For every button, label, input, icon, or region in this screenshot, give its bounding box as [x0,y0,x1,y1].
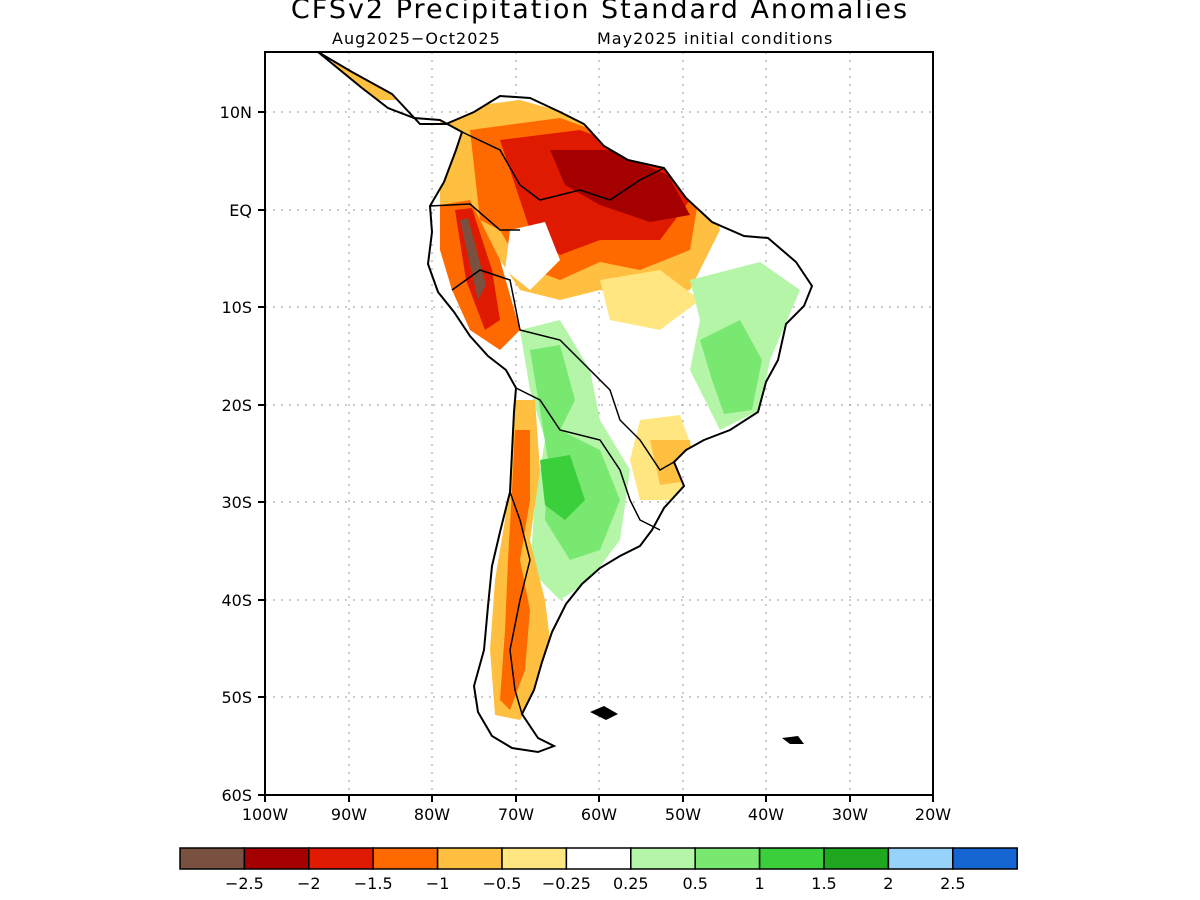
color-bar-label: −2 [297,874,321,893]
color-bar-swatch [243,847,310,870]
lat-label: 10S [221,298,252,317]
color-bar-label: −1 [426,874,450,893]
lon-label: 90W [331,805,367,824]
color-bar-labels: −2.5 −2 −1.5 −1 −0.5 −0.25 0.25 0.5 1 1.5 2 2.5 [225,874,966,893]
lat-label: 50S [221,688,252,707]
color-bar-swatch [694,847,761,870]
color-bar-label: 1 [755,874,765,893]
initial-conditions: May2025 initial conditions [597,29,834,48]
color-bar-swatch [887,847,954,870]
longitude-labels: 100W 90W 80W 70W 60W 50W 40W 30W 20W [242,805,951,824]
lon-label: 70W [498,805,534,824]
color-bar-swatch [565,847,632,870]
color-bar-label: 0.25 [613,874,649,893]
color-bar-label: 2.5 [940,874,965,893]
color-bar-swatch [823,847,890,870]
lon-label: 60W [581,805,617,824]
lon-label: 50W [665,805,701,824]
color-bar-label: 1.5 [811,874,836,893]
color-bar-label: −2.5 [225,874,264,893]
color-bar-label: 0.5 [682,874,707,893]
color-bar-label: −0.5 [483,874,522,893]
falkland-islands [590,706,618,720]
latitude-labels: 10N EQ 10S 20S 30S 40S 50S 60S [220,103,252,805]
color-bar-label: −0.25 [542,874,591,893]
lon-label: 80W [414,805,450,824]
lon-label: 20W [915,805,951,824]
anomaly-field [330,55,800,720]
color-bar-swatch [179,847,246,870]
color-bar-swatch [436,847,503,870]
lon-label: 40W [748,805,784,824]
color-bar-swatch [501,847,568,870]
color-bar-swatch [372,847,439,870]
lon-label: 30W [832,805,868,824]
color-bar-swatch [758,847,825,870]
map-title: CFSv2 Precipitation Standard Anomalies [290,0,910,25]
lon-label: 100W [242,805,289,824]
lat-label: 20S [221,396,252,415]
lat-label: 60S [221,786,252,805]
color-bar [179,847,1018,870]
country-borders [429,131,675,715]
lat-label: 10N [220,103,252,122]
color-bar-swatch [630,847,696,870]
lat-label: EQ [229,201,252,220]
color-bar-label: −1.5 [354,874,393,893]
lat-label: 30S [221,493,252,512]
color-bar-label: 2 [883,874,893,893]
color-bar-swatch [308,847,374,870]
color-bar-swatch [952,847,1018,870]
lat-label: 40S [221,591,252,610]
tick-marks [258,111,934,802]
forecast-period: Aug2025−Oct2025 [332,29,501,48]
south-georgia [782,736,804,744]
